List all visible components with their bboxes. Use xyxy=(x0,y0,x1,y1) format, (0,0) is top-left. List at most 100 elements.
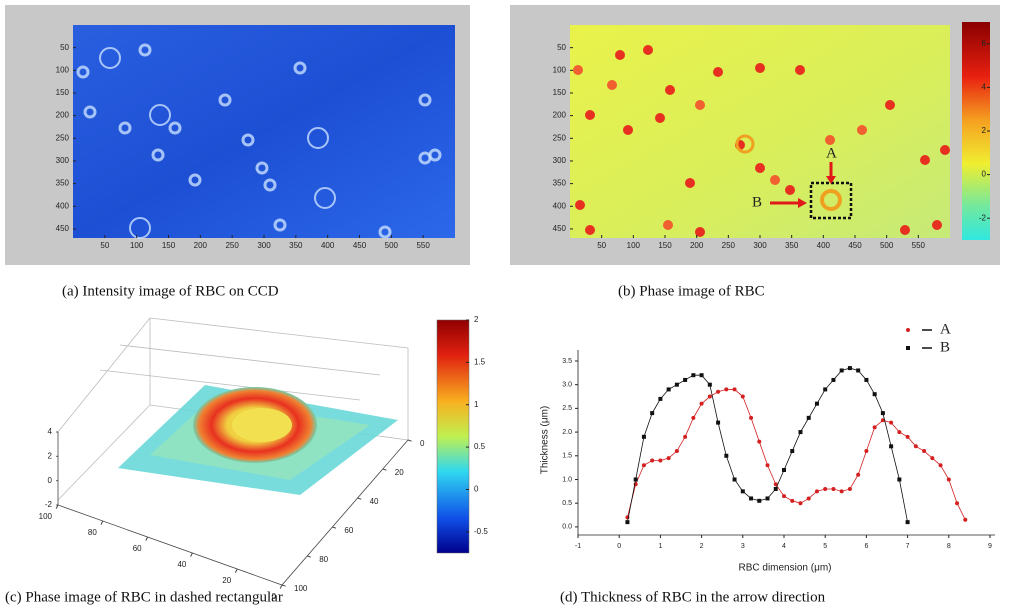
marker xyxy=(749,415,754,420)
tick xyxy=(382,468,387,471)
y-tick-label: 450 xyxy=(553,224,567,233)
x-tick-label: 50 xyxy=(100,241,109,250)
marker xyxy=(790,498,795,503)
cell xyxy=(900,225,910,235)
marker xyxy=(880,411,885,416)
cell xyxy=(585,110,595,120)
marker xyxy=(683,377,688,382)
legend-label: B xyxy=(940,339,950,355)
marker xyxy=(856,368,861,373)
cell xyxy=(615,50,625,60)
x-tick-label: -1 xyxy=(575,543,581,550)
colorbar-label: 0.5 xyxy=(474,442,486,451)
colorbar-label: 4 xyxy=(982,83,987,92)
x-tick-label: 500 xyxy=(880,241,894,250)
y-tick-label: 250 xyxy=(553,133,567,142)
marker xyxy=(625,520,630,525)
y-tick-label: 2.5 xyxy=(562,405,572,412)
marker xyxy=(963,517,968,522)
arrow-head xyxy=(798,198,807,208)
surface-dip xyxy=(232,408,292,442)
cell xyxy=(825,135,835,145)
x-tick-label: 150 xyxy=(658,241,672,250)
cell xyxy=(149,104,171,126)
marker xyxy=(650,411,655,416)
tick-label: 40 xyxy=(177,560,186,569)
marker xyxy=(847,486,852,491)
marker xyxy=(757,439,762,444)
tick-label: 20 xyxy=(222,576,231,585)
box-3d xyxy=(57,317,409,501)
marker xyxy=(839,368,844,373)
marker xyxy=(650,458,655,463)
cell xyxy=(643,45,653,55)
tick xyxy=(281,584,286,587)
marker xyxy=(691,373,696,378)
cell xyxy=(735,134,755,154)
marker xyxy=(749,496,754,501)
marker xyxy=(806,415,811,420)
cell xyxy=(585,225,595,235)
tick-label: 4 xyxy=(48,427,53,436)
marker xyxy=(889,444,894,449)
marker xyxy=(666,387,671,392)
y-axis-title: Thickness (μm) xyxy=(540,406,551,475)
marker xyxy=(864,377,869,382)
marker xyxy=(765,496,770,501)
tick-label: 100 xyxy=(39,512,53,521)
phase-image xyxy=(570,25,950,238)
cell xyxy=(932,220,942,230)
y-tick-label: 350 xyxy=(553,179,567,188)
cell xyxy=(575,200,585,210)
tick-label: 40 xyxy=(370,497,379,506)
y-tick-label: 300 xyxy=(553,156,567,165)
line xyxy=(627,389,966,520)
tick-label: 2 xyxy=(48,451,53,460)
x-tick-label: 8 xyxy=(947,543,951,550)
colorbar-label: -2 xyxy=(979,213,987,222)
marker xyxy=(666,456,671,461)
cell xyxy=(218,93,232,107)
marker xyxy=(955,501,960,506)
cell xyxy=(785,185,795,195)
cell xyxy=(255,161,269,175)
x-tick-label: 500 xyxy=(385,241,399,250)
marker xyxy=(716,389,721,394)
colorbar-label: 2 xyxy=(982,126,987,135)
tick-label: 0 xyxy=(272,592,277,601)
cell xyxy=(820,189,842,211)
marker xyxy=(872,425,877,430)
tick-label: 0 xyxy=(420,439,425,448)
tick xyxy=(307,555,311,558)
marker xyxy=(889,420,894,425)
marker xyxy=(814,489,819,494)
tick xyxy=(332,526,337,529)
legend-marker xyxy=(906,328,910,332)
marker xyxy=(814,401,819,406)
x-tick-label: 550 xyxy=(912,241,926,250)
marker xyxy=(922,449,927,454)
cell xyxy=(76,65,90,79)
marker xyxy=(897,477,902,482)
cell xyxy=(293,61,307,75)
cell xyxy=(99,47,121,69)
cell xyxy=(418,151,432,165)
tick-label: -2 xyxy=(45,500,53,509)
cell xyxy=(573,65,583,75)
colorbar-label: 1.5 xyxy=(474,357,486,366)
tick-label: 60 xyxy=(344,526,353,535)
tick-label: 0 xyxy=(48,476,53,485)
tick-label: 60 xyxy=(133,544,142,553)
x-tick-label: 550 xyxy=(416,241,430,250)
y-tick-label: 150 xyxy=(553,88,567,97)
y-tick-label: 2.0 xyxy=(562,429,572,436)
x-tick-label: 200 xyxy=(194,241,208,250)
marker xyxy=(897,430,902,435)
marker xyxy=(699,373,704,378)
marker xyxy=(798,430,803,435)
cell xyxy=(713,67,723,77)
tick xyxy=(145,536,149,541)
cell xyxy=(685,178,695,188)
marker xyxy=(757,498,762,503)
